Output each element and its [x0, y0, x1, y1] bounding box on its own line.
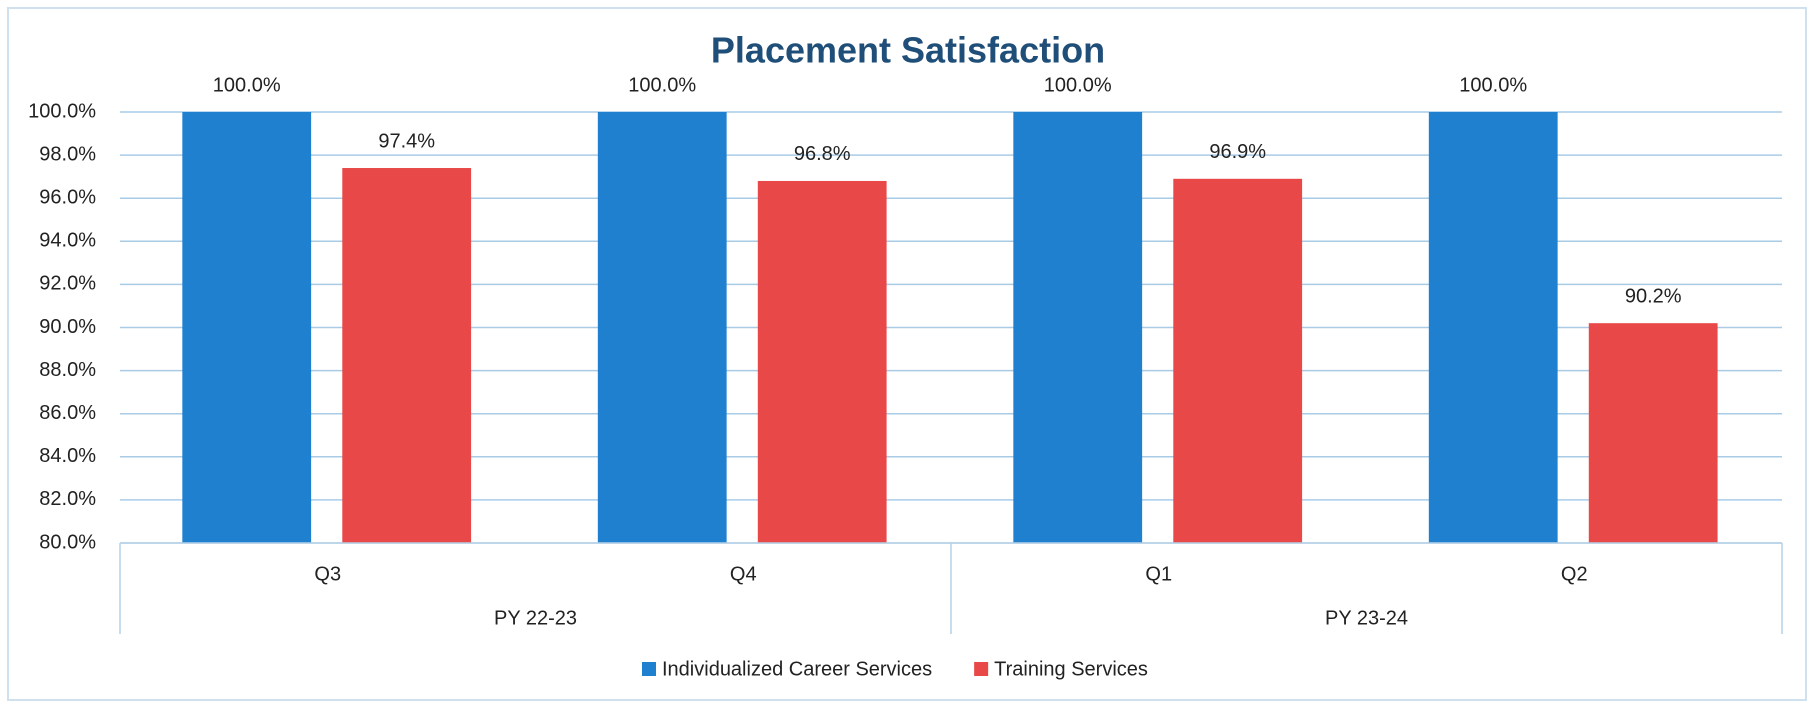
bar — [597, 112, 727, 543]
value-label: 100.0% — [628, 74, 696, 96]
value-label: 100.0% — [213, 74, 281, 96]
bar — [1428, 112, 1558, 543]
y-tick-label: 86.0% — [39, 402, 96, 424]
bar — [1173, 178, 1303, 543]
value-label: 97.4% — [378, 130, 435, 152]
value-label: 90.2% — [1625, 285, 1682, 307]
group-label: PY 22-23 — [494, 607, 577, 629]
bar — [1588, 323, 1718, 543]
legend-swatch — [642, 662, 656, 676]
value-label: 100.0% — [1044, 74, 1112, 96]
y-tick-label: 96.0% — [39, 186, 96, 208]
legend-label: Individualized Career Services — [662, 658, 932, 680]
y-tick-label: 92.0% — [39, 273, 96, 295]
x-tick-label: Q2 — [1561, 563, 1588, 585]
bar — [1013, 112, 1143, 543]
x-tick-label: Q1 — [1145, 563, 1172, 585]
x-tick-label: Q3 — [314, 563, 341, 585]
legend-label: Training Services — [994, 658, 1148, 680]
value-label: 100.0% — [1459, 74, 1527, 96]
bar — [182, 112, 312, 543]
y-tick-label: 94.0% — [39, 230, 96, 252]
x-tick-label: Q4 — [730, 563, 757, 585]
y-tick-label: 98.0% — [39, 143, 96, 165]
y-tick-label: 80.0% — [39, 531, 96, 553]
bar — [757, 180, 887, 543]
value-label: 96.9% — [1209, 141, 1266, 163]
y-tick-label: 88.0% — [39, 359, 96, 381]
y-tick-label: 100.0% — [28, 100, 96, 122]
legend-swatch — [974, 662, 989, 676]
value-label: 96.8% — [794, 143, 851, 165]
bar — [342, 168, 472, 543]
y-tick-label: 90.0% — [39, 316, 96, 338]
y-tick-label: 84.0% — [39, 445, 96, 467]
chart-title: Placement Satisfaction — [711, 30, 1105, 71]
y-tick-label: 82.0% — [39, 488, 96, 510]
group-label: PY 23-24 — [1325, 607, 1408, 629]
